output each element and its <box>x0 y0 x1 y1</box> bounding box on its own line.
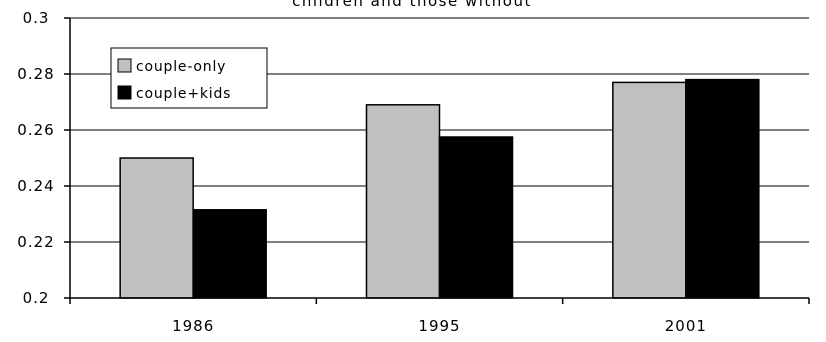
legend: couple-only couple+kids <box>110 47 268 109</box>
y-tick-label: 0.2 <box>23 289 50 307</box>
y-tick-label: 0.28 <box>17 65 54 83</box>
bar-couple-kids-1995 <box>438 136 514 299</box>
bar-couple-only-2001 <box>612 81 687 299</box>
bar-couple-kids-1986 <box>192 209 267 299</box>
y-tick-label: 0.24 <box>17 177 54 195</box>
x-tick-label: 1986 <box>172 317 214 335</box>
legend-box <box>110 47 268 109</box>
x-tick-label: 1995 <box>418 317 460 335</box>
y-tick-label: 0.26 <box>17 121 54 139</box>
bar-couple-only-1995 <box>365 104 441 299</box>
legend-label-couple-only: couple-only <box>136 59 226 75</box>
legend-swatch-couple-kids <box>117 85 132 100</box>
x-tick-label: 2001 <box>665 317 707 335</box>
chart-title: children and those without <box>292 0 532 10</box>
bars <box>119 78 760 299</box>
legend-swatch-couple-only <box>117 58 132 73</box>
legend-label-couple-kids: couple+kids <box>136 86 231 102</box>
y-tick-label: 0.22 <box>17 233 54 251</box>
y-tick-label: 0.3 <box>23 9 50 27</box>
bar-couple-kids-2001 <box>685 78 760 299</box>
x-axis-ticks: 1986 1995 2001 <box>69 298 810 335</box>
bar-couple-only-1986 <box>119 157 194 299</box>
y-axis-ticks: 0.2 0.22 0.24 0.26 0.28 0.3 <box>17 9 70 307</box>
